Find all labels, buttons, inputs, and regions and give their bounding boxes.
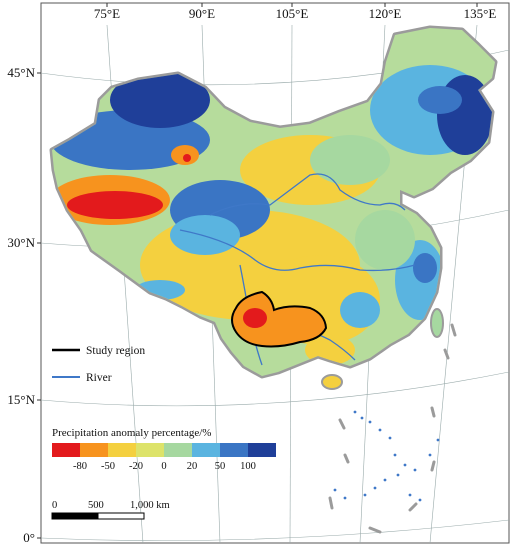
river-legend-label: River: [86, 372, 112, 384]
zone-northwest-deep-blue: [110, 72, 210, 128]
study-region: [231, 290, 328, 348]
colorbar-value-3: 0: [161, 461, 166, 472]
colorbar-value-2: -20: [129, 461, 143, 472]
study-region-legend-label: Study region: [86, 345, 145, 357]
river-yellow: [209, 173, 406, 216]
scale-label-0: 0: [52, 500, 57, 511]
zone-southeast-blue: [340, 292, 380, 328]
colorbar-value-4: 20: [187, 461, 198, 472]
zone-coast-deep: [413, 253, 437, 283]
lon-label-120: 120°E: [369, 6, 402, 21]
nine-dash-line: [328, 323, 457, 534]
river-yangtze: [179, 229, 416, 272]
colorbar-title: Precipitation anomaly percentage/%: [52, 427, 211, 439]
colorbar-value-1: -50: [101, 461, 115, 472]
colorbar-swatch-4: [164, 443, 192, 457]
study-region-red-core: [243, 308, 267, 328]
lat-label-0: 0°: [23, 530, 35, 545]
lon-label-105: 105°E: [276, 6, 309, 21]
colorbar: -80 -50 -20 0 20 50 100: [52, 443, 276, 472]
lon-label-90: 90°E: [189, 6, 215, 21]
zone-west-red: [67, 191, 163, 219]
legend: Study region River Precipitation anomaly…: [52, 345, 276, 472]
hainan-island: [321, 374, 343, 390]
colorbar-swatch-1: [80, 443, 108, 457]
scale-bar: 0 500 1,000 km: [51, 500, 170, 520]
lon-label-135: 135°E: [464, 6, 497, 21]
scale-label-500: 500: [88, 500, 104, 511]
zone-east-green: [355, 210, 415, 270]
colorbar-value-0: -80: [73, 461, 87, 472]
latitude-labels: 45°N 30°N 15°N 0°: [7, 65, 35, 545]
longitude-labels: 75°E 90°E 105°E 120°E 135°E: [94, 6, 496, 21]
zone-northeast-blue: [418, 86, 462, 114]
scale-label-1000: 1,000 km: [130, 500, 170, 511]
zone-tibet-light: [170, 215, 240, 255]
colorbar-swatch-3: [136, 443, 164, 457]
lon-label-75: 75°E: [94, 6, 120, 21]
colorbar-swatch-0: [52, 443, 80, 457]
colorbar-value-6: 100: [240, 461, 256, 472]
colorbar-swatch-7: [248, 443, 276, 457]
lat-label-45: 45°N: [7, 65, 35, 80]
lat-line-0: [40, 519, 510, 541]
colorbar-value-5: 50: [215, 461, 226, 472]
south-sea-islands: [333, 410, 440, 502]
map-frame: [40, 2, 510, 544]
scale-bar-white: [97, 512, 145, 520]
colorbar-swatch-5: [192, 443, 220, 457]
scale-bar-black: [51, 512, 99, 520]
colorbar-swatch-2: [108, 443, 136, 457]
zone-north-green: [310, 135, 390, 185]
taiwan-island: [430, 308, 444, 338]
lat-label-15: 15°N: [7, 392, 35, 407]
zone-north-red: [183, 154, 191, 162]
lat-line-15: [40, 371, 510, 407]
colorbar-swatch-6: [220, 443, 248, 457]
lat-label-30: 30°N: [7, 235, 35, 250]
